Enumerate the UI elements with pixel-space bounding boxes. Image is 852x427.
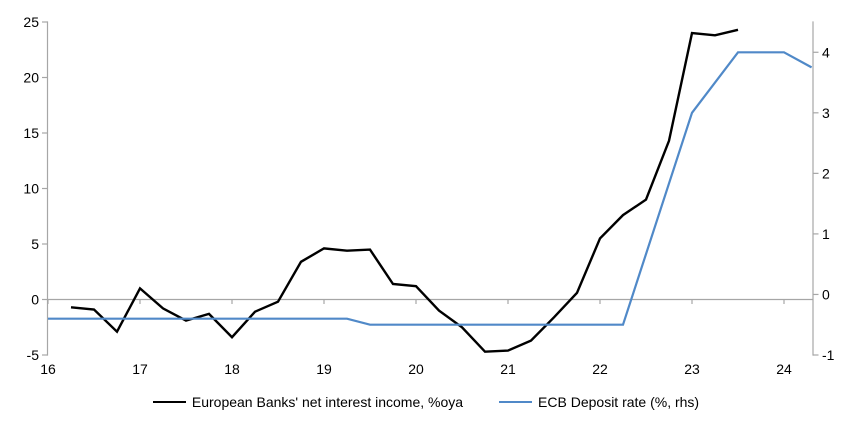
left-axis-tick-label: 5	[31, 236, 39, 252]
x-axis-tick-label: 22	[592, 361, 608, 377]
left-axis-tick-label: 25	[23, 14, 39, 30]
left-axis-tick-label: 15	[23, 125, 39, 141]
left-axis-tick-label: 10	[23, 181, 39, 197]
left-axis-tick-label: 20	[23, 70, 39, 86]
right-axis-tick-label: 2	[822, 165, 830, 181]
right-axis-tick-label: 3	[822, 105, 830, 121]
x-axis-tick-label: 24	[776, 361, 792, 377]
right-axis-tick-label: 4	[822, 44, 830, 60]
chart-legend: European Banks' net interest income, %oy…	[0, 392, 852, 412]
left-axis-tick-label: 0	[31, 292, 39, 308]
right-axis-tick-label: 0	[822, 286, 830, 302]
legend-item-ecb: ECB Deposit rate (%, rhs)	[499, 392, 699, 412]
ecb-line	[48, 51, 813, 326]
x-axis-tick-label: 16	[40, 361, 56, 377]
x-axis-tick-label: 18	[224, 361, 240, 377]
x-axis-tick-label: 20	[408, 361, 424, 377]
x-axis-tick-label: 23	[684, 361, 700, 377]
ecb-line-swatch	[499, 401, 533, 403]
x-axis-tick-label: 19	[316, 361, 332, 377]
series-group	[48, 28, 813, 353]
legend-item-nii: European Banks' net interest income, %oy…	[152, 392, 464, 412]
ecb-legend-label: ECB Deposit rate (%, rhs)	[538, 394, 700, 410]
nii-legend-label: European Banks' net interest income, %oy…	[191, 394, 464, 410]
x-axis-tick-label: 21	[500, 361, 516, 377]
right-axis-tick-label: -1	[822, 347, 835, 363]
nii-line	[70, 28, 739, 353]
x-axis-tick-label: 17	[132, 361, 148, 377]
left-axis-tick-label: -5	[27, 347, 40, 363]
nii-line-swatch	[152, 401, 186, 403]
right-axis-tick-label: 1	[822, 226, 830, 242]
axes-group	[42, 21, 819, 356]
